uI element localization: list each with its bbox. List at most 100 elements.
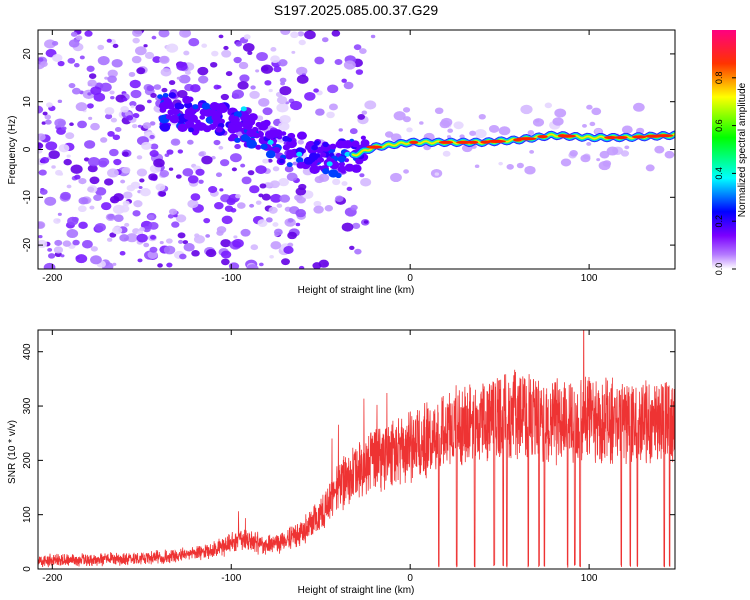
- spectrogram-noise-blob: [453, 121, 464, 130]
- spectrogram-ridge-blob: [295, 157, 304, 164]
- spectrogram-noise-blob: [267, 158, 273, 163]
- y-tick-label: 0: [22, 146, 33, 152]
- spectrogram-noise-blob: [520, 104, 533, 115]
- spectrogram-noise-blob: [78, 177, 87, 185]
- spectrogram-ridge-blob: [168, 92, 176, 99]
- spectrogram-noise-blob: [79, 55, 85, 60]
- spectrogram-noise-blob: [38, 105, 44, 114]
- spectrogram-noise-blob: [87, 83, 93, 87]
- spectrogram-noise-blob: [166, 43, 179, 53]
- spectrogram-noise-blob: [569, 150, 578, 157]
- spectrogram-noise-blob: [51, 41, 59, 46]
- spectrogram-noise-blob: [109, 90, 115, 95]
- spectrogram-ridge-highlight: [344, 151, 351, 157]
- spectrogram-ridge-blob: [201, 102, 211, 110]
- spectrogram-noise-blob: [44, 114, 52, 120]
- spectrogram-noise-blob: [188, 38, 200, 47]
- spectrogram-noise-blob: [234, 144, 241, 150]
- spectrogram-noise-blob: [326, 111, 335, 119]
- spectrogram-noise-blob: [132, 210, 141, 217]
- spectrogram-noise-blob: [269, 180, 280, 189]
- spectrogram-noise-blob: [78, 197, 89, 205]
- spectrogram-noise-blob: [88, 73, 97, 79]
- spectrogram-noise-blob: [403, 169, 409, 174]
- spectrogram-noise-blob: [216, 230, 224, 236]
- spectrogram-ridge-blob: [316, 157, 323, 163]
- spectrogram-noise-blob: [130, 105, 135, 109]
- y-tick-label: 400: [22, 343, 33, 360]
- spectrogram-noise-blob: [90, 122, 100, 131]
- spectrogram-noise-blob: [77, 205, 87, 213]
- spectrogram-noise-blob: [182, 240, 189, 245]
- spectrogram-noise-blob: [41, 121, 46, 125]
- spectrogram-noise-blob: [149, 235, 157, 240]
- spectrogram-noise-blob: [136, 233, 148, 243]
- spectrogram-noise-blob: [338, 128, 343, 132]
- colorbar-bar: [712, 30, 736, 269]
- spectrogram-hotspot: [438, 140, 454, 144]
- spectrogram-noise-blob: [552, 117, 564, 126]
- spectrogram-ridge-blob: [159, 123, 171, 132]
- spectrogram-ridge-blob: [322, 142, 329, 148]
- spectrogram-noise-blob: [298, 39, 306, 46]
- spectrogram-noise-blob: [62, 240, 72, 247]
- spectrogram-noise-blob: [149, 121, 156, 126]
- spectrogram-noise-blob: [591, 107, 602, 116]
- spectrogram-noise-blob: [135, 104, 145, 112]
- spectrogram-noise-blob: [77, 120, 87, 129]
- spectrogram-noise-blob: [210, 61, 218, 68]
- spectrogram-noise-blob: [231, 167, 237, 172]
- spectrogram-noise-blob: [149, 246, 158, 253]
- spectrogram-ridge-blob: [192, 104, 199, 110]
- spectrogram-noise-blob: [221, 215, 233, 225]
- spectrogram-noise-blob: [341, 181, 348, 186]
- spectrogram-noise-blob: [220, 239, 232, 248]
- spectrogram-noise-blob: [47, 247, 53, 252]
- spectrogram-noise-blob: [142, 122, 152, 129]
- spectrogram-noise-blob: [434, 172, 440, 176]
- spectrogram-noise-blob: [38, 133, 46, 141]
- spectrogram-noise-blob: [478, 113, 486, 120]
- spectrogram-noise-blob: [161, 87, 168, 93]
- spectrogram-ridge-blob: [297, 133, 303, 138]
- spectrogram-noise-blob: [208, 186, 218, 194]
- spectrogram-noise-blob: [147, 214, 155, 220]
- spectrogram-noise-blob: [113, 214, 124, 223]
- spectrogram-ridge-blob: [214, 115, 221, 121]
- spectrogram-noise-blob: [218, 145, 224, 150]
- y-tick-label: 300: [22, 397, 33, 414]
- spectrogram-noise-blob: [66, 154, 71, 158]
- spectrogram-noise-blob: [331, 30, 341, 37]
- spectrogram-noise-blob: [276, 103, 289, 113]
- spectrogram-noise-blob: [249, 203, 255, 208]
- spectrogram-noise-blob: [224, 205, 234, 212]
- spectrogram-noise-blob: [69, 122, 74, 127]
- spectrogram-noise-blob: [190, 193, 201, 201]
- spectrogram-noise-blob: [137, 124, 142, 128]
- spectrogram-noise-blob: [273, 228, 283, 236]
- spectrogram-noise-blob: [498, 161, 503, 166]
- spectrogram-ridge-blob: [286, 162, 293, 168]
- y-tick-label: 200: [22, 452, 33, 469]
- spectrogram-noise-blob: [70, 164, 83, 174]
- spectrogram-noise-blob: [554, 108, 567, 118]
- spectrogram-noise-blob: [166, 149, 174, 155]
- spectrogram-ridge-blob: [340, 140, 350, 149]
- spectrogram-noise-blob: [182, 168, 194, 177]
- spectrogram-noise-blob: [296, 74, 309, 84]
- spectrogram-noise-blob: [153, 84, 162, 90]
- spectrogram-noise-blob: [247, 51, 253, 56]
- spectrogram-noise-blob: [176, 89, 188, 99]
- spectrogram-noise-blob: [324, 204, 334, 212]
- spectrogram-noise-blob: [343, 81, 354, 90]
- spectrogram-noise-blob: [136, 155, 143, 160]
- spectrogram-noise-blob: [314, 56, 325, 65]
- spectrogram-noise-blob: [57, 60, 65, 67]
- spectrogram-noise-blob: [119, 205, 130, 213]
- spectrogram-noise-blob: [352, 222, 361, 229]
- spectrogram-noise-blob: [233, 235, 238, 239]
- spectrogram-noise-blob: [83, 157, 90, 162]
- spectrogram-noise-blob: [363, 220, 369, 224]
- spectrogram-noise-blob: [220, 250, 232, 259]
- spectrogram-noise-blob: [89, 176, 100, 185]
